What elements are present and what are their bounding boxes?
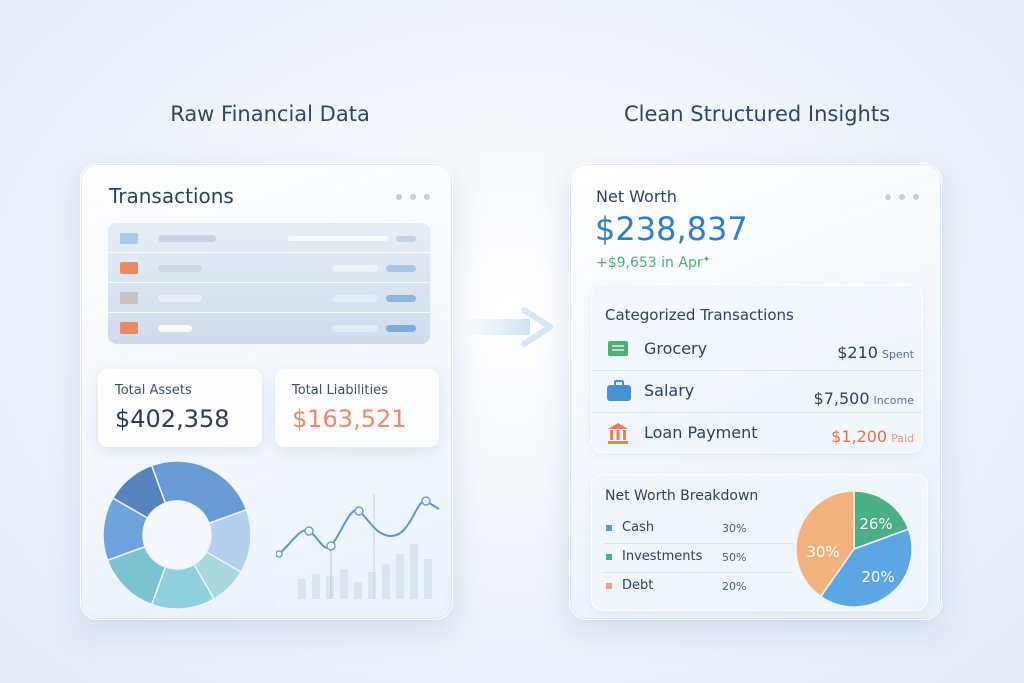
pie-slice-green xyxy=(853,490,910,551)
categorized-transactions-panel: Categorized Transactions Grocery $210 Spe… xyxy=(591,284,923,453)
transactions-table xyxy=(108,223,430,344)
donut-segment xyxy=(205,508,252,574)
total-assets-value: $402,358 xyxy=(115,405,230,433)
amount: $1,200 xyxy=(831,427,888,446)
legend-debt: Debt 20% xyxy=(604,573,794,602)
tag: Income xyxy=(873,394,914,407)
placeholder-bar xyxy=(386,265,416,272)
table-row[interactable] xyxy=(108,283,430,313)
legend-pct: 20% xyxy=(722,580,747,593)
placeholder-bar xyxy=(332,265,378,272)
table-row[interactable] xyxy=(108,313,430,343)
placeholder-bar xyxy=(158,325,192,332)
line-chart xyxy=(276,464,446,609)
tag: Spent xyxy=(881,348,914,361)
legend-investments: Investments 50% xyxy=(604,544,794,573)
tag: Paid xyxy=(891,432,914,445)
legend-label: Investments xyxy=(622,549,703,564)
briefcase-icon xyxy=(607,380,631,401)
transaction-name: Salary xyxy=(644,381,695,400)
net-worth-breakdown-panel: Net Worth Breakdown Cash 30% Investments 5… xyxy=(591,474,928,611)
breakdown-title: Net Worth Breakdown xyxy=(605,488,759,504)
net-worth-label: Net Worth xyxy=(596,187,677,206)
pie-label-orange: 30% xyxy=(806,543,839,561)
more-options-icon[interactable] xyxy=(396,194,430,200)
change-text: +$9,653 in Apr xyxy=(596,255,703,271)
raw-data-heading: Raw Financial Data xyxy=(170,102,370,126)
transaction-salary[interactable]: Salary $7,500 Income xyxy=(592,371,922,413)
placeholder-bar xyxy=(386,295,416,302)
legend-label: Cash xyxy=(622,520,655,535)
raw-data-card: Transactions Total Assets $4 xyxy=(80,163,453,620)
placeholder-bar xyxy=(158,265,202,272)
table-row[interactable] xyxy=(108,253,430,283)
placeholder-bar xyxy=(158,235,216,242)
transaction-name: Grocery xyxy=(644,339,708,358)
transactions-title: Transactions xyxy=(109,184,234,208)
amount: $7,500 xyxy=(813,389,870,408)
categorized-title: Categorized Transactions xyxy=(605,306,794,324)
placeholder-bar xyxy=(396,236,416,242)
insights-card: Net Worth $238,837 +$9,653 in Apr✦ Categ… xyxy=(569,163,942,620)
donut-segment xyxy=(150,460,248,525)
bank-icon xyxy=(608,423,628,444)
insights-heading: Clean Structured Insights xyxy=(623,102,891,126)
legend-swatch xyxy=(606,525,612,531)
arrow-icon xyxy=(458,307,553,347)
data-points xyxy=(276,496,431,558)
envelope-icon xyxy=(120,233,138,244)
bar-series xyxy=(298,544,432,599)
donut-hole xyxy=(144,502,210,568)
net-worth-value: $238,837 xyxy=(595,210,748,248)
transaction-amount: $210 Spent xyxy=(837,343,914,362)
legend-swatch xyxy=(606,583,612,589)
total-liabilities-value: $163,521 xyxy=(292,405,407,433)
legend-cash: Cash 30% xyxy=(604,515,794,544)
envelope-icon xyxy=(120,322,138,334)
pie-slice-orange xyxy=(795,490,855,598)
transaction-name: Loan Payment xyxy=(644,423,758,442)
amount: $210 xyxy=(837,343,878,362)
placeholder-bar xyxy=(158,295,202,302)
total-assets-card: Total Assets $402,358 xyxy=(98,369,262,447)
total-liabilities-card: Total Liabilities $163,521 xyxy=(275,369,439,447)
table-row[interactable] xyxy=(108,223,430,253)
transaction-amount: $7,500 Income xyxy=(814,389,914,408)
legend-pct: 50% xyxy=(722,551,747,564)
sparkle-icon: ✦ xyxy=(702,255,711,265)
pie-label-blue: 20% xyxy=(861,568,894,586)
legend-swatch xyxy=(606,554,612,560)
envelope-icon xyxy=(120,292,138,304)
placeholder-bar xyxy=(332,325,378,332)
transaction-loan-payment[interactable]: Loan Payment $1,200 Paid xyxy=(592,413,922,455)
more-options-icon[interactable] xyxy=(885,194,919,200)
total-liabilities-label: Total Liabilities xyxy=(292,383,388,398)
legend-label: Debt xyxy=(622,578,654,593)
transaction-grocery[interactable]: Grocery $210 Spent xyxy=(592,329,922,371)
pie-slice-blue xyxy=(819,528,913,608)
pie-label-green: 26% xyxy=(859,515,892,533)
donut-chart xyxy=(102,460,252,610)
placeholder-bar xyxy=(332,295,378,302)
legend-pct: 30% xyxy=(722,522,747,535)
net-worth-change: +$9,653 in Apr✦ xyxy=(596,255,710,271)
total-assets-label: Total Assets xyxy=(115,383,192,398)
placeholder-bar xyxy=(386,325,416,332)
placeholder-bar xyxy=(288,236,388,241)
transaction-amount: $1,200 Paid xyxy=(831,427,914,446)
pie-chart: 26% 20% 30% xyxy=(795,490,913,608)
envelope-icon xyxy=(120,262,138,274)
receipt-icon xyxy=(608,341,628,356)
